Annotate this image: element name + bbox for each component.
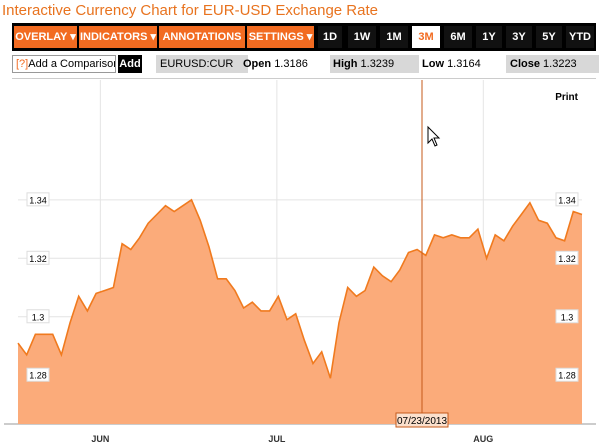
price-chart[interactable]: 1.28 1.3 1.32 1.34 1.28 1.3 1.32 1.34 JUN JUL AU… (0, 80, 599, 446)
add-comparison-button[interactable]: Add (118, 55, 142, 73)
range-1y-button[interactable]: 1Y (476, 26, 502, 48)
open-value: 1.3186 (274, 58, 308, 70)
print-link[interactable]: Print (555, 92, 578, 103)
y-tick-label-right: 1.32 (555, 250, 579, 265)
open-label: Open (243, 58, 272, 70)
add-comparison-label: Add a Comparison (28, 58, 116, 70)
svg-text:1.34: 1.34 (558, 195, 576, 205)
svg-text:1.32: 1.32 (29, 254, 47, 264)
y-tick-label-left: 1.32 (26, 250, 50, 265)
x-tick-label: JUN (91, 434, 109, 444)
x-tick-label: JUL (268, 434, 286, 444)
svg-text:1.28: 1.28 (558, 371, 576, 381)
range-ytd-button[interactable]: YTD (566, 26, 594, 48)
crosshair-date-label: 07/23/2013 (397, 416, 447, 427)
help-icon[interactable]: [?] (16, 58, 29, 70)
ticker-label: EURUSD:CUR (156, 55, 248, 73)
add-comparison-input[interactable]: [?]Add a Comparison (12, 55, 116, 73)
price-area-fill (18, 199, 582, 424)
close-value: 1.3223 (543, 58, 577, 70)
range-1m-button[interactable]: 1M (380, 26, 408, 48)
settings-menu-button[interactable]: SETTINGS ▾ (247, 26, 314, 48)
high-stat: High 1.3239 (330, 55, 419, 73)
x-tick-label: AUG (473, 434, 493, 444)
y-tick-label-left: 1.28 (26, 367, 50, 382)
svg-text:1.32: 1.32 (558, 254, 576, 264)
range-3m-button[interactable]: 3M (412, 26, 440, 48)
svg-text:1.3: 1.3 (32, 312, 45, 322)
crosshair-date-badge (395, 412, 449, 428)
close-stat: Close 1.3223 (506, 55, 599, 73)
y-tick-label-right: 1.3 (555, 309, 579, 324)
page-title: Interactive Currency Chart for EUR-USD E… (2, 2, 378, 19)
y-tick-label-left: 1.3 (26, 309, 50, 324)
mouse-cursor-icon (427, 125, 441, 147)
range-6m-button[interactable]: 6M (444, 26, 472, 48)
range-1d-button[interactable]: 1D (318, 26, 342, 48)
svg-text:1.34: 1.34 (29, 195, 47, 205)
range-3y-button[interactable]: 3Y (506, 26, 532, 48)
overlay-menu-button[interactable]: OVERLAY ▾ (14, 26, 77, 48)
y-tick-label-right: 1.34 (555, 192, 579, 207)
low-value: 1.3164 (447, 58, 481, 70)
close-label: Close (510, 58, 540, 70)
high-label: High (333, 58, 358, 70)
indicators-menu-button[interactable]: INDICATORS ▾ (79, 26, 157, 48)
low-label: Low (422, 58, 444, 70)
y-tick-label-left: 1.34 (26, 192, 50, 207)
price-line (17, 198, 583, 379)
header-divider (12, 78, 596, 79)
annotations-menu-button[interactable]: ANNOTATIONS ▾ (159, 26, 245, 65)
svg-text:1.28: 1.28 (29, 371, 47, 381)
high-value: 1.3239 (360, 58, 395, 70)
open-stat: Open 1.3186 (243, 55, 327, 73)
svg-text:1.3: 1.3 (561, 312, 574, 322)
chart-toolbar: OVERLAY ▾ INDICATORS ▾ ANNOTATIONS ▾ SET… (12, 23, 596, 65)
range-1w-button[interactable]: 1W (348, 26, 376, 48)
y-tick-label-right: 1.28 (555, 367, 579, 382)
low-stat: Low 1.3164 (422, 55, 506, 73)
range-5y-button[interactable]: 5Y (536, 26, 562, 48)
comparison-row: [?]Add a Comparison Add EURUSD:CUR Open … (12, 54, 599, 76)
